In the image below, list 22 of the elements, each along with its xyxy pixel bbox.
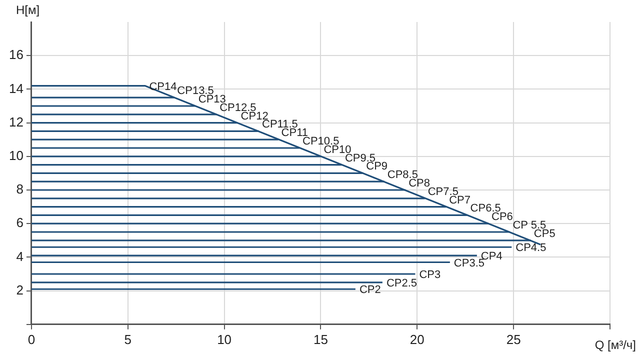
x-tick-label: 10 xyxy=(217,332,232,347)
x-tick-label: 25 xyxy=(506,332,521,347)
x-tick-label: 20 xyxy=(410,332,424,347)
y-tick-label: 16 xyxy=(8,47,24,62)
x-tick-label: 0 xyxy=(28,332,36,347)
series-label: CP3 xyxy=(419,269,441,282)
series-label: CP2.5 xyxy=(386,277,418,290)
y-tick-label: 14 xyxy=(8,80,24,96)
series-label: CP2 xyxy=(359,284,381,296)
y-tick-label: 4 xyxy=(16,248,24,264)
y-tick-label: 6 xyxy=(16,215,24,230)
x-tick-label: 5 xyxy=(124,332,132,347)
series-label: CP14 xyxy=(149,80,177,93)
x-axis-title: Q [м³/ч] xyxy=(594,338,636,352)
series-label: CP7 xyxy=(449,194,470,206)
series-label: CP4.5 xyxy=(516,242,546,254)
y-tick-label: 12 xyxy=(8,114,24,130)
y-tick-label: 8 xyxy=(16,182,24,197)
x-tick-label: 15 xyxy=(313,332,328,347)
y-axis-title: H[м] xyxy=(16,3,40,17)
y-tick-label: 2 xyxy=(16,282,24,298)
y-tick-label: 10 xyxy=(8,148,24,163)
